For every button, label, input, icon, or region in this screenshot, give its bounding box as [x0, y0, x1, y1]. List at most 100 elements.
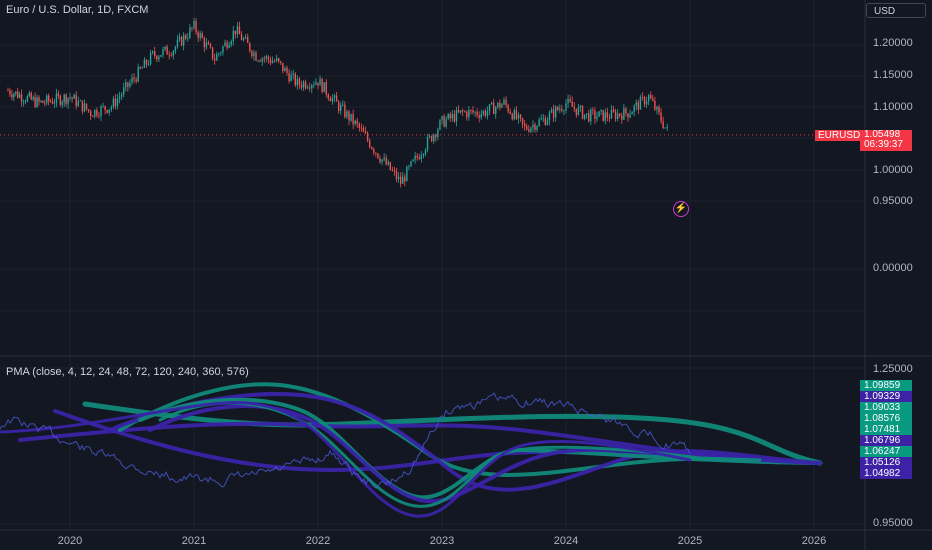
- main-pane-title[interactable]: Euro / U.S. Dollar, 1D, FXCM: [6, 4, 149, 16]
- candle: [77, 101, 79, 106]
- indicator-value-tag: 1.08576: [860, 413, 912, 424]
- candle: [170, 55, 172, 56]
- candle: [652, 98, 654, 101]
- indicator-y-tick: 1.25000: [873, 363, 913, 375]
- candle: [488, 104, 491, 112]
- candle: [32, 97, 34, 100]
- candle: [557, 106, 559, 110]
- candle: [20, 94, 23, 102]
- candle: [340, 105, 342, 111]
- candle: [89, 111, 92, 117]
- candle: [9, 90, 11, 95]
- candle: [104, 106, 106, 110]
- candle: [519, 114, 522, 119]
- current-price: 1.05498: [864, 129, 901, 140]
- candle: [528, 129, 530, 132]
- indicator-value-tag: 1.09033: [860, 402, 912, 413]
- candle: [464, 111, 466, 113]
- candle: [515, 109, 518, 119]
- x-tick-label: 2025: [677, 535, 703, 547]
- candle: [439, 120, 441, 130]
- candle: [141, 67, 144, 69]
- candle: [178, 36, 181, 40]
- candle: [118, 96, 121, 99]
- pma-line: [82, 401, 823, 466]
- indicator-title[interactable]: PMA (close, 4, 12, 24, 48, 72, 120, 240,…: [6, 366, 249, 378]
- candle: [428, 135, 431, 138]
- candle: [335, 95, 338, 102]
- candle: [457, 109, 460, 113]
- y-tick-label: 1.20000: [873, 37, 913, 49]
- candle: [443, 116, 445, 127]
- candle: [18, 94, 21, 98]
- candle: [608, 117, 611, 119]
- candle: [59, 95, 62, 105]
- candle: [614, 111, 617, 119]
- candle: [201, 33, 203, 39]
- candle: [94, 109, 96, 117]
- candle: [592, 109, 594, 111]
- candle: [629, 114, 631, 118]
- candle: [426, 137, 429, 150]
- candle: [662, 121, 664, 129]
- candle: [230, 40, 232, 45]
- candle: [71, 97, 73, 99]
- candle: [532, 124, 534, 128]
- y-tick-label: 1.15000: [873, 69, 913, 81]
- candle: [145, 59, 148, 65]
- candle: [641, 96, 644, 98]
- candle: [261, 58, 263, 62]
- candle: [296, 78, 299, 86]
- candle: [482, 111, 485, 114]
- candle: [523, 123, 526, 127]
- currency-button[interactable]: USD: [866, 3, 926, 18]
- candle: [569, 98, 571, 102]
- candle: [228, 44, 230, 48]
- indicator-y-tick: 0.95000: [873, 517, 913, 529]
- candle: [154, 51, 156, 56]
- candle: [236, 26, 239, 35]
- candle: [133, 77, 135, 80]
- candle: [433, 134, 435, 142]
- candle: [666, 126, 668, 128]
- x-tick-label: 2020: [57, 535, 83, 547]
- candle: [507, 105, 509, 112]
- lightning-icon[interactable]: ⚡: [673, 201, 689, 217]
- candle: [575, 108, 578, 115]
- candle: [389, 162, 392, 170]
- symbol-tag[interactable]: EURUSD: [815, 130, 862, 141]
- candle: [598, 111, 600, 117]
- candle: [96, 109, 98, 116]
- candle: [65, 94, 67, 104]
- candle: [137, 67, 139, 82]
- candle: [306, 87, 309, 89]
- candle: [211, 47, 214, 59]
- candle: [435, 134, 437, 138]
- candle: [30, 92, 32, 100]
- candle: [402, 176, 404, 184]
- candle: [278, 58, 280, 62]
- candle: [81, 100, 84, 112]
- candle: [546, 120, 549, 125]
- candle: [42, 100, 44, 103]
- candle: [38, 97, 40, 102]
- indicator-value-tag: 1.09859: [860, 380, 912, 391]
- candle: [497, 102, 499, 108]
- candle: [594, 110, 596, 119]
- candle: [36, 97, 38, 107]
- candle: [284, 67, 286, 72]
- candle: [399, 176, 402, 184]
- candle: [414, 155, 416, 160]
- candle: [348, 111, 350, 121]
- candle: [249, 42, 251, 52]
- candle: [422, 154, 425, 156]
- candle: [83, 103, 86, 112]
- candle: [22, 101, 25, 103]
- candle: [100, 106, 102, 117]
- candle: [329, 98, 332, 102]
- candle: [331, 97, 334, 102]
- candle: [581, 106, 584, 119]
- candle: [16, 91, 19, 98]
- candle: [311, 85, 313, 89]
